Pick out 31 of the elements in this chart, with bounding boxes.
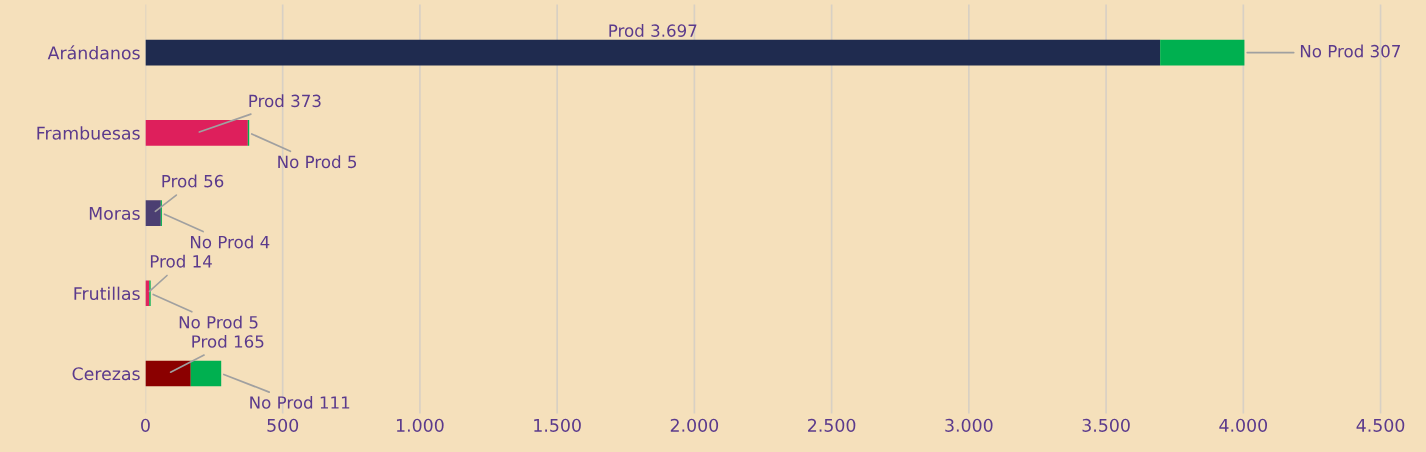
bar <box>1160 39 1245 66</box>
x-tick-label: 4.500 <box>1356 418 1405 432</box>
x-tick-label: 2.500 <box>808 418 856 432</box>
data-label: Prod 165 <box>192 334 264 348</box>
data-label: No Prod 5 <box>278 155 357 169</box>
data-label: Prod 3.697 <box>609 24 697 37</box>
data-label: No Prod 5 <box>179 315 258 329</box>
data-label: No Prod 111 <box>250 395 350 409</box>
data-label: Prod 373 <box>249 94 321 108</box>
bar <box>145 360 191 387</box>
x-tick-label: 1.500 <box>534 418 581 432</box>
x-tick-label: 1.000 <box>396 418 444 432</box>
x-tick-label: 2.000 <box>670 418 719 432</box>
data-label: No Prod 307 <box>1300 44 1400 58</box>
bar <box>190 360 222 387</box>
y-tick-label: Moras <box>89 207 140 220</box>
bar <box>145 39 1161 66</box>
x-tick-label: 4.000 <box>1219 418 1268 432</box>
y-tick-label: Cerezas <box>72 367 140 381</box>
x-tick-label: 3.000 <box>945 418 993 432</box>
y-tick-label: Frutillas <box>74 286 140 301</box>
data-label: Prod 56 <box>162 174 224 188</box>
x-tick-label: 0 <box>141 418 150 432</box>
data-label: Prod 14 <box>150 254 212 268</box>
y-tick-label: Frambuesas <box>37 126 140 140</box>
y-tick-label: Arándanos <box>47 45 140 60</box>
x-tick-label: 500 <box>267 418 299 432</box>
bar <box>145 120 248 146</box>
bar <box>145 200 161 226</box>
x-tick-label: 3.500 <box>1082 418 1130 432</box>
data-label: No Prod 4 <box>191 235 270 249</box>
